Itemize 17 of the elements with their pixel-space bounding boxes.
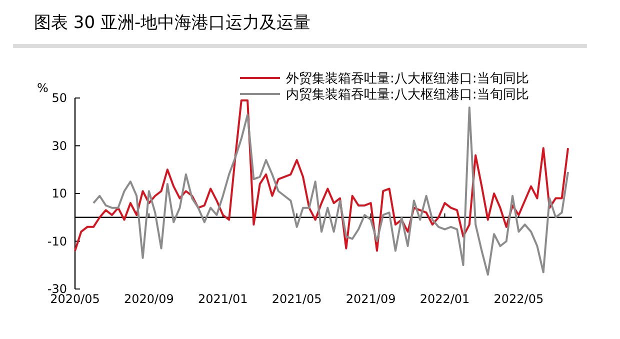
x-tick-label: 2022/05 (494, 292, 544, 306)
x-tick-label: 2020/09 (124, 292, 174, 306)
legend-label: 外贸集装箱吞吐量:八大枢纽港口:当旬同比 (286, 72, 529, 87)
y-axis-title: % (37, 81, 48, 95)
x-tick-label: 2021/09 (346, 292, 396, 306)
x-tick-label: 2021/01 (198, 292, 248, 306)
legend-label: 内贸集装箱吞吐量:八大枢纽港口:当旬同比 (286, 88, 529, 103)
y-tick-label: -10 (47, 234, 67, 248)
y-tick-label: 30 (52, 138, 67, 153)
line-series (74, 99, 569, 252)
x-tick-label: 2021/05 (272, 292, 322, 306)
y-tick-label: 50 (52, 91, 67, 106)
chart-title: 图表 30 亚洲-地中海港口运力及运量 (34, 13, 311, 33)
y-tick-label: 10 (52, 186, 67, 201)
x-tick-label: 2022/01 (420, 292, 470, 306)
line-series (92, 106, 569, 276)
x-tick-label: 2020/05 (50, 292, 100, 306)
